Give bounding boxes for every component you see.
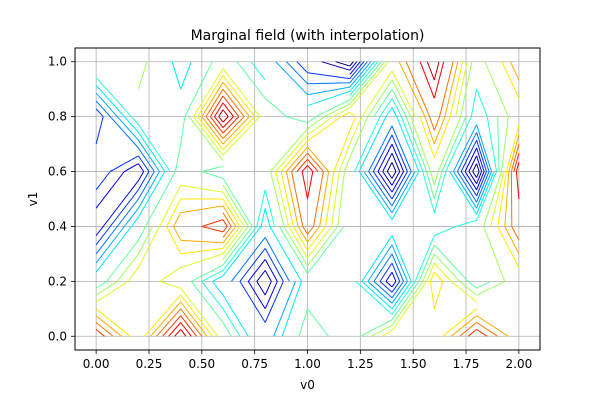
x-tick-label: 1.75 — [453, 357, 480, 371]
contour-line — [95, 61, 520, 337]
contour-line — [95, 61, 490, 299]
y-axis-title: v1 — [26, 192, 40, 207]
contour-line — [95, 61, 492, 337]
contour-line — [95, 95, 520, 337]
contour-line — [95, 61, 520, 337]
contour-line — [95, 61, 509, 337]
x-tick-label: 1.50 — [400, 357, 427, 371]
contour-line — [95, 61, 520, 337]
contour-line — [335, 61, 480, 179]
contour-line — [95, 61, 505, 337]
x-tick-label: 0.50 — [188, 357, 215, 371]
x-tick-label: 0.25 — [136, 357, 163, 371]
x-tick-label: 0.00 — [83, 357, 110, 371]
contour-line — [95, 61, 497, 337]
contour-line — [95, 61, 495, 337]
y-tick-label: 0.2 — [48, 274, 67, 288]
y-tick-label: 1.0 — [48, 55, 67, 69]
x-axis: 0.00 0.25 0.50 0.75 1.00 1.25 1.50 1.75 2.00 — [83, 350, 532, 371]
contour-line — [95, 61, 487, 323]
y-tick-label: 0.4 — [48, 219, 67, 233]
contour-line — [256, 61, 483, 296]
x-tick-label: 1.25 — [347, 357, 374, 371]
x-tick-label: 0.75 — [241, 357, 268, 371]
y-tick-label: 0.0 — [48, 329, 67, 343]
contour-line — [174, 61, 440, 337]
contour-line — [168, 61, 520, 337]
y-tick-label: 0.6 — [48, 165, 67, 179]
x-axis-title: v0 — [300, 378, 315, 392]
contour-line — [95, 61, 485, 310]
contour-lines — [95, 61, 520, 337]
contour-line — [95, 61, 500, 337]
y-tick-label: 0.8 — [48, 110, 67, 124]
x-tick-label: 2.00 — [506, 357, 533, 371]
chart-title: Marginal field (with interpolation) — [191, 28, 425, 44]
y-axis: 0.0 0.2 0.4 0.6 0.8 1.0 — [48, 55, 75, 343]
x-tick-label: 1.00 — [294, 357, 321, 371]
